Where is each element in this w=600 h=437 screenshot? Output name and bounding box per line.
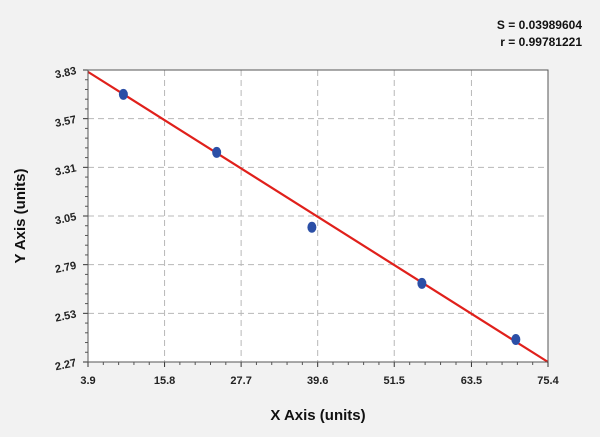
x-tick-label: 27.7 bbox=[230, 375, 251, 387]
x-tick-label: 39.6 bbox=[307, 375, 328, 387]
data-point bbox=[511, 334, 521, 346]
y-tick-label: 3.05 bbox=[54, 211, 77, 227]
stat-s-label: S = 0.03989604 bbox=[497, 18, 582, 32]
label-layer: 3.9 15.8 27.7 39.6 51.5 63.5 75.4 2.27 2.53 2.79 3… bbox=[54, 65, 560, 387]
x-tick-label: 3.9 bbox=[80, 375, 95, 387]
point-layer bbox=[118, 88, 521, 346]
plot-border bbox=[87, 69, 549, 363]
x-tick-label: 63.5 bbox=[461, 375, 482, 387]
y-axis-title: Y Axis (units) bbox=[12, 168, 29, 263]
x-tick-label: 15.8 bbox=[154, 375, 175, 387]
x-tick-label: 51.5 bbox=[384, 375, 405, 387]
y-tick-label: 2.79 bbox=[54, 260, 77, 276]
data-point bbox=[118, 88, 128, 100]
y-tick-label: 3.31 bbox=[54, 162, 77, 178]
x-tick-label: 75.4 bbox=[537, 375, 559, 387]
line-layer bbox=[87, 70, 549, 363]
y-tick-label: 2.53 bbox=[54, 308, 77, 324]
y-tick-label: 2.27 bbox=[54, 357, 77, 373]
y-tick-label: 3.57 bbox=[54, 114, 77, 130]
stat-r-label: r = 0.99781221 bbox=[500, 35, 582, 49]
data-point bbox=[212, 146, 222, 158]
x-axis-title: X Axis (units) bbox=[270, 407, 365, 424]
data-point bbox=[417, 277, 427, 289]
fit-line bbox=[87, 70, 549, 363]
y-tick-label: 3.83 bbox=[54, 65, 77, 81]
data-point bbox=[307, 221, 317, 233]
